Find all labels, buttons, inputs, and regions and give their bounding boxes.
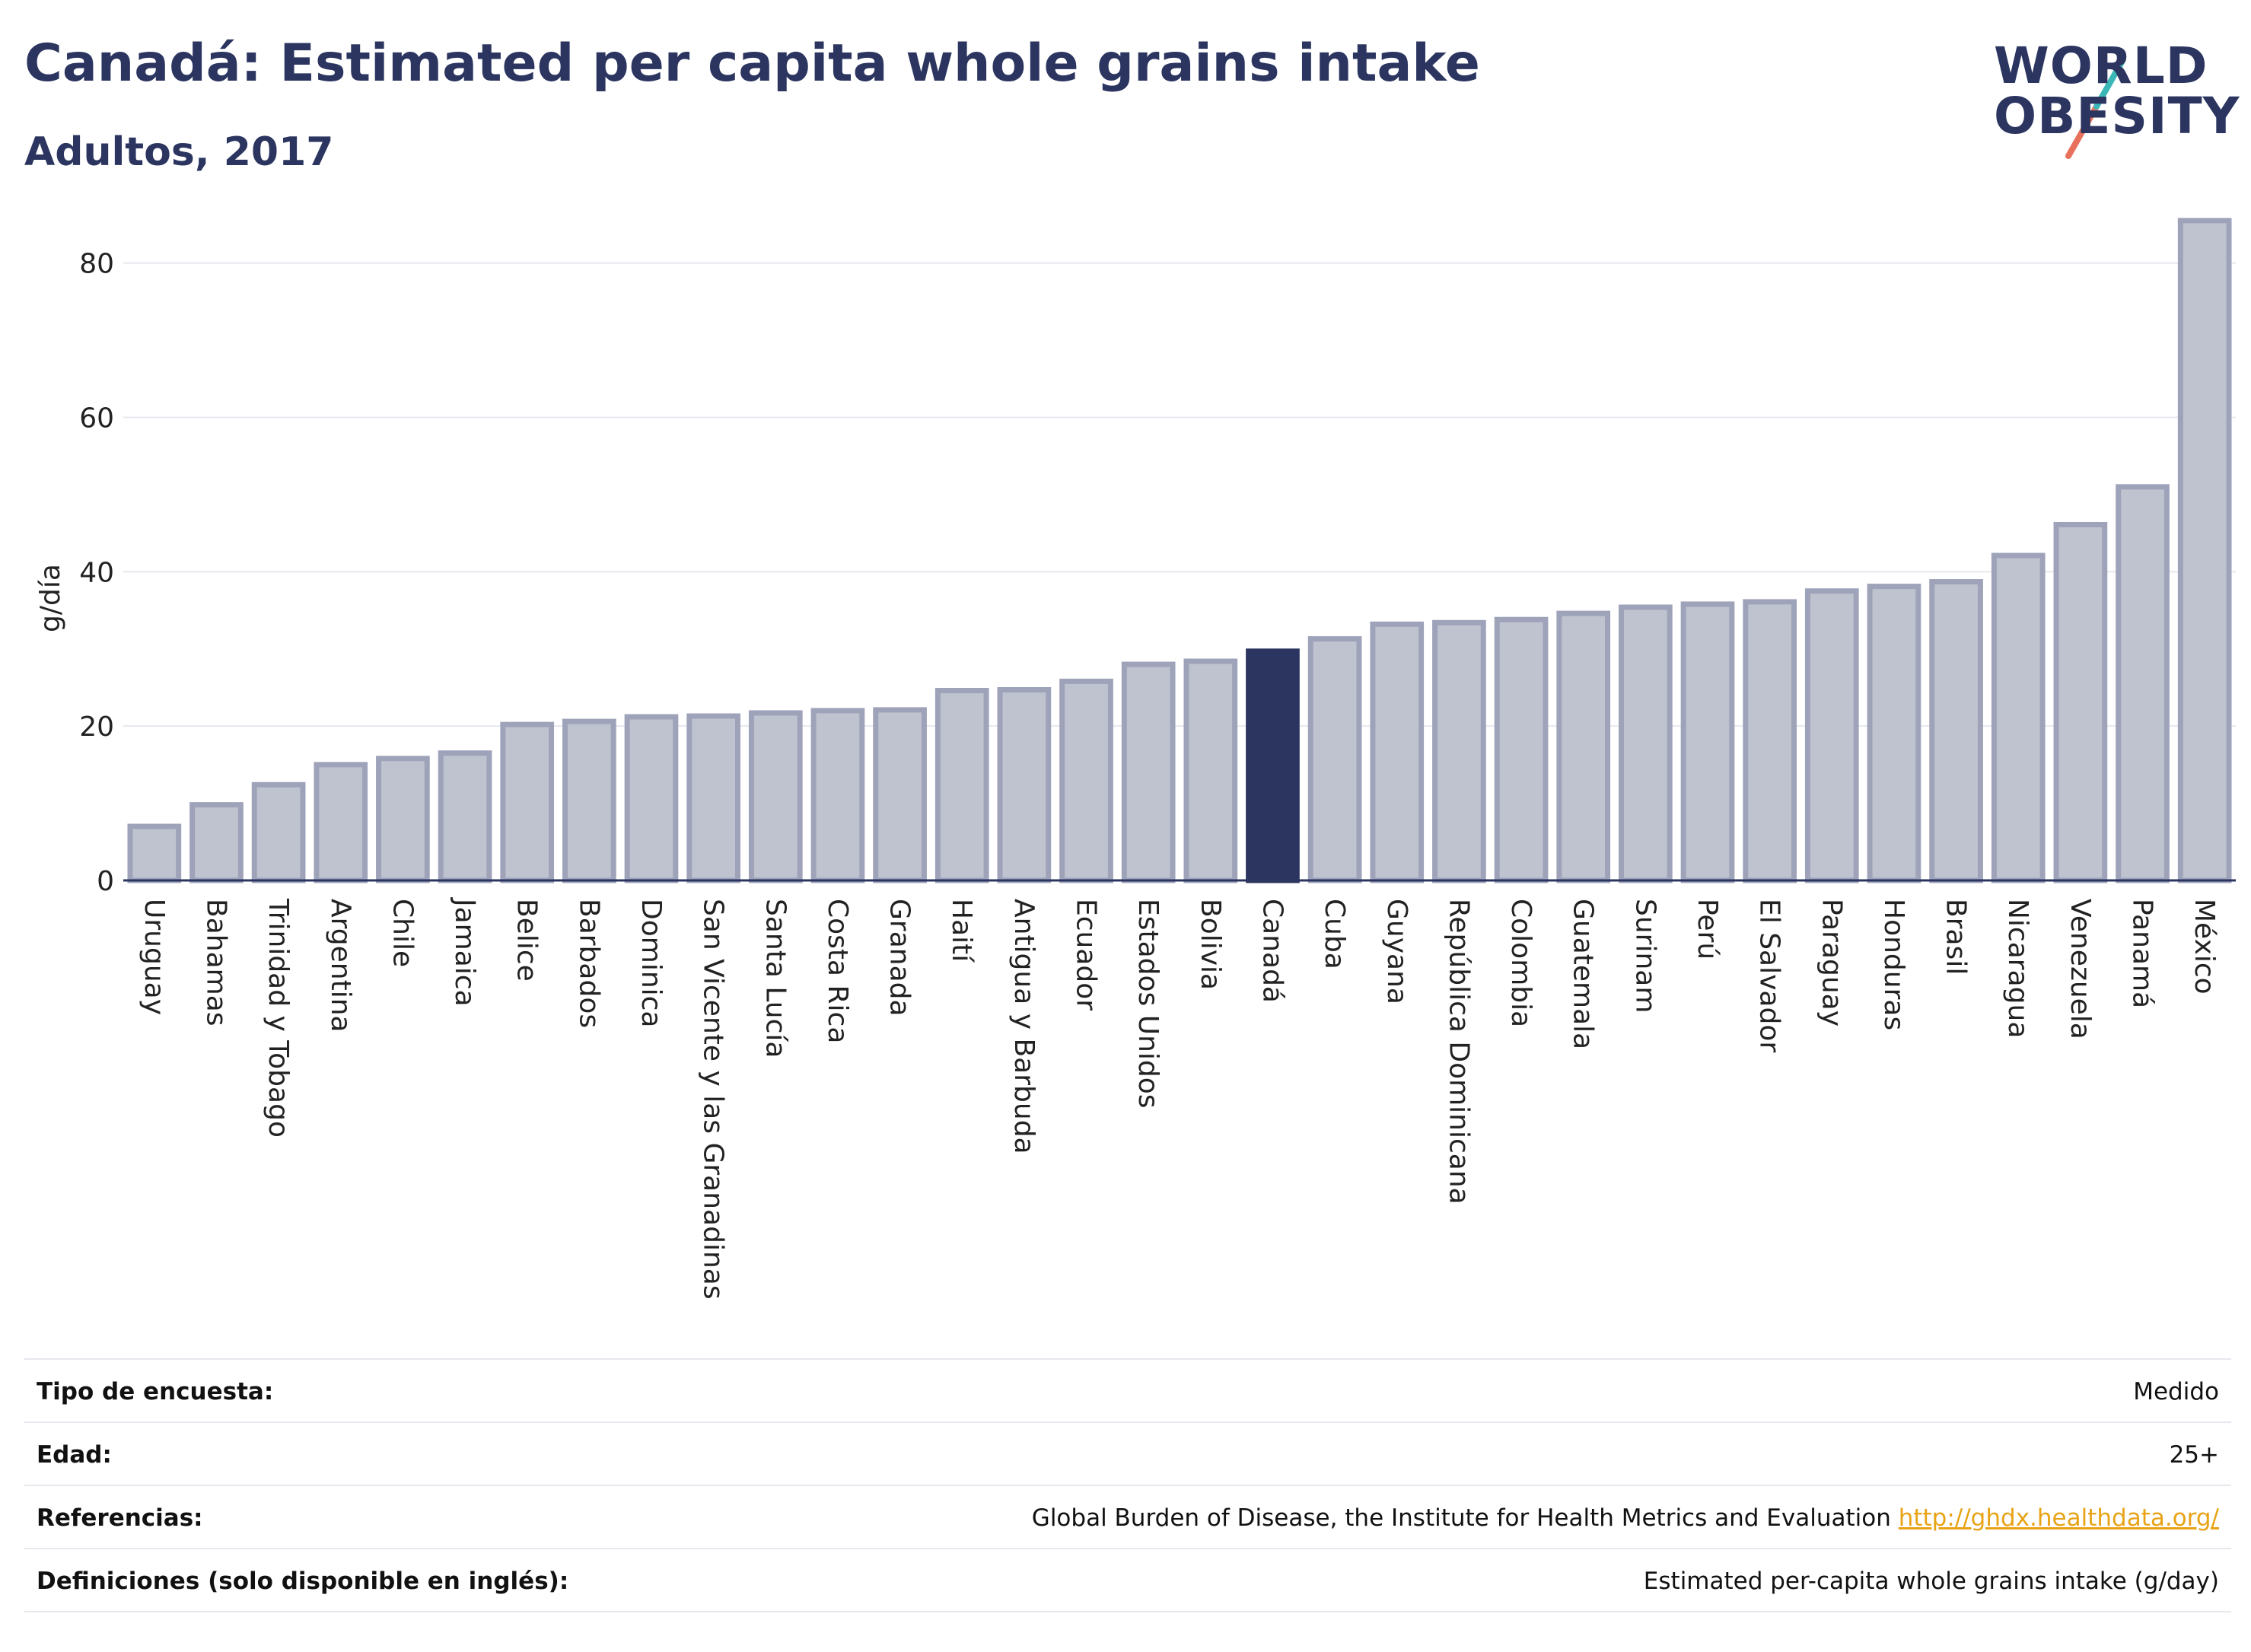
bar	[1370, 621, 1425, 883]
bar	[1307, 636, 1362, 883]
x-tick-label: Uruguay	[138, 899, 170, 1015]
bar	[1867, 584, 1921, 883]
chart-title: Canadá: Estimated per capita whole grain…	[24, 33, 1480, 94]
bar	[873, 707, 927, 883]
x-tick-label: Dominica	[635, 899, 667, 1028]
bar	[1743, 599, 1797, 883]
y-tick-label: 40	[79, 557, 114, 588]
metadata-value-text: Global Burden of Disease, the Institute …	[1031, 1504, 1891, 1532]
x-tick-label: San Vicente y las Granadinas	[698, 899, 729, 1300]
metadata-row: Tipo de encuesta: Medido	[24, 1358, 2231, 1422]
bar	[562, 718, 616, 883]
metadata-label: Referencias:	[37, 1504, 203, 1532]
logo-text-world: WORLD	[1994, 37, 2208, 95]
bar	[1246, 648, 1300, 883]
chart-subtitle: Adultos, 2017	[24, 129, 334, 175]
bar	[1929, 579, 1983, 883]
x-tick-label: Barbados	[573, 899, 604, 1028]
bar	[810, 708, 865, 883]
x-tick-label: Surinam	[1629, 899, 1660, 1013]
y-tick-label: 60	[79, 403, 114, 434]
x-tick-label: Guatemala	[1568, 899, 1599, 1049]
x-tick-label: Antigua y Barbuda	[1008, 899, 1040, 1154]
bar	[2053, 521, 2108, 883]
bar	[500, 721, 555, 883]
bar	[2177, 218, 2232, 883]
x-tick-label: México	[2189, 899, 2220, 995]
bar	[438, 750, 492, 883]
bar	[1121, 661, 1176, 883]
metadata-row: Edad: 25+	[24, 1421, 2231, 1485]
bar	[127, 823, 182, 883]
y-tick-label: 80	[79, 249, 114, 280]
x-tick-label: Colombia	[1505, 899, 1536, 1027]
bar	[624, 714, 679, 883]
logo-slash-icon	[2065, 56, 2126, 159]
world-obesity-logo: WORLD OBESITY	[1979, 30, 2240, 160]
metadata-value-text: 25+	[2169, 1441, 2219, 1469]
bar	[1059, 678, 1113, 883]
bar	[1804, 588, 1859, 883]
bar	[748, 710, 803, 883]
bar	[1556, 610, 1611, 883]
metadata-row: Referencias: Global Burden of Disease, th…	[24, 1485, 2231, 1549]
bar	[997, 687, 1052, 883]
x-tick-label: Canadá	[1256, 899, 1288, 1003]
bar	[189, 802, 244, 883]
metadata-value: Estimated per-capita whole grains intake…	[1644, 1568, 2219, 1595]
x-tick-label: Ecuador	[1071, 899, 1102, 1011]
metadata-bottom-border	[24, 1611, 2231, 1612]
metadata-value: 25+	[2170, 1441, 2219, 1469]
x-tick-label: Costa Rica	[822, 899, 853, 1043]
x-tick-label: Haití	[946, 899, 977, 963]
x-tick-label: República Dominicana	[1443, 899, 1474, 1205]
x-tick-label: Guyana	[1381, 899, 1412, 1004]
metadata-value-text: Estimated per-capita whole grains intake…	[1643, 1568, 2219, 1595]
metadata-label: Edad:	[37, 1441, 112, 1469]
metadata-value: Medido	[2133, 1378, 2219, 1405]
metadata-row: Definiciones (solo disponible en inglés)…	[24, 1548, 2231, 1612]
bar	[376, 756, 430, 883]
bar	[2116, 484, 2170, 883]
y-axis-label: g/día	[35, 564, 66, 632]
bar	[314, 762, 368, 883]
bar	[1494, 616, 1549, 883]
x-tick-label: Paraguay	[1816, 899, 1847, 1027]
y-tick-label: 20	[79, 711, 114, 743]
bar-chart: 0 20 40 60 80 g/día Uruguay Bahamas Trinidad y T…	[35, 218, 2236, 1300]
x-tick-label: Jamaica	[449, 897, 480, 1007]
metadata-label: Tipo de encuesta:	[37, 1378, 274, 1405]
x-tick-label: Panamá	[2127, 899, 2158, 1008]
metadata-value-text: Medido	[2133, 1378, 2219, 1405]
bar	[1991, 552, 2046, 883]
x-tick-label: Bolivia	[1195, 899, 1226, 990]
bar	[251, 781, 306, 883]
x-tick-label: Honduras	[1878, 899, 1909, 1030]
reference-link[interactable]: http://ghdx.healthdata.org/	[1898, 1504, 2219, 1532]
bar	[1432, 619, 1486, 883]
x-tick-label: Nicaragua	[2002, 899, 2033, 1038]
metadata-value: Global Burden of Disease, the Institute …	[1032, 1504, 2219, 1532]
x-tick-label: Bahamas	[200, 899, 231, 1027]
metadata-label: Definiciones (solo disponible en inglés)…	[37, 1568, 569, 1595]
x-tick-label: Argentina	[325, 899, 356, 1033]
bar	[1183, 658, 1238, 883]
x-tick-label: Belice	[511, 899, 543, 982]
x-tick-label: Santa Lucía	[759, 899, 791, 1058]
bar	[686, 713, 740, 883]
x-tick-label: Venezuela	[2065, 899, 2096, 1039]
x-tick-label: Cuba	[1319, 899, 1350, 969]
y-tick-label: 0	[97, 866, 114, 897]
bar	[934, 688, 989, 883]
x-tick-label: Brasil	[1941, 899, 1972, 975]
bar	[1619, 604, 1673, 883]
x-tick-label: Granada	[884, 899, 915, 1017]
x-tick-label: Perú	[1692, 899, 1723, 960]
bar	[1680, 601, 1735, 883]
x-tick-label: Estados Unidos	[1132, 899, 1164, 1109]
x-tick-label: El Salvador	[1754, 899, 1785, 1052]
x-tick-label: Chile	[387, 899, 418, 967]
x-tick-label: Trinidad y Tobago	[263, 898, 294, 1138]
logo-text-obesity: OBESITY	[1994, 87, 2240, 145]
